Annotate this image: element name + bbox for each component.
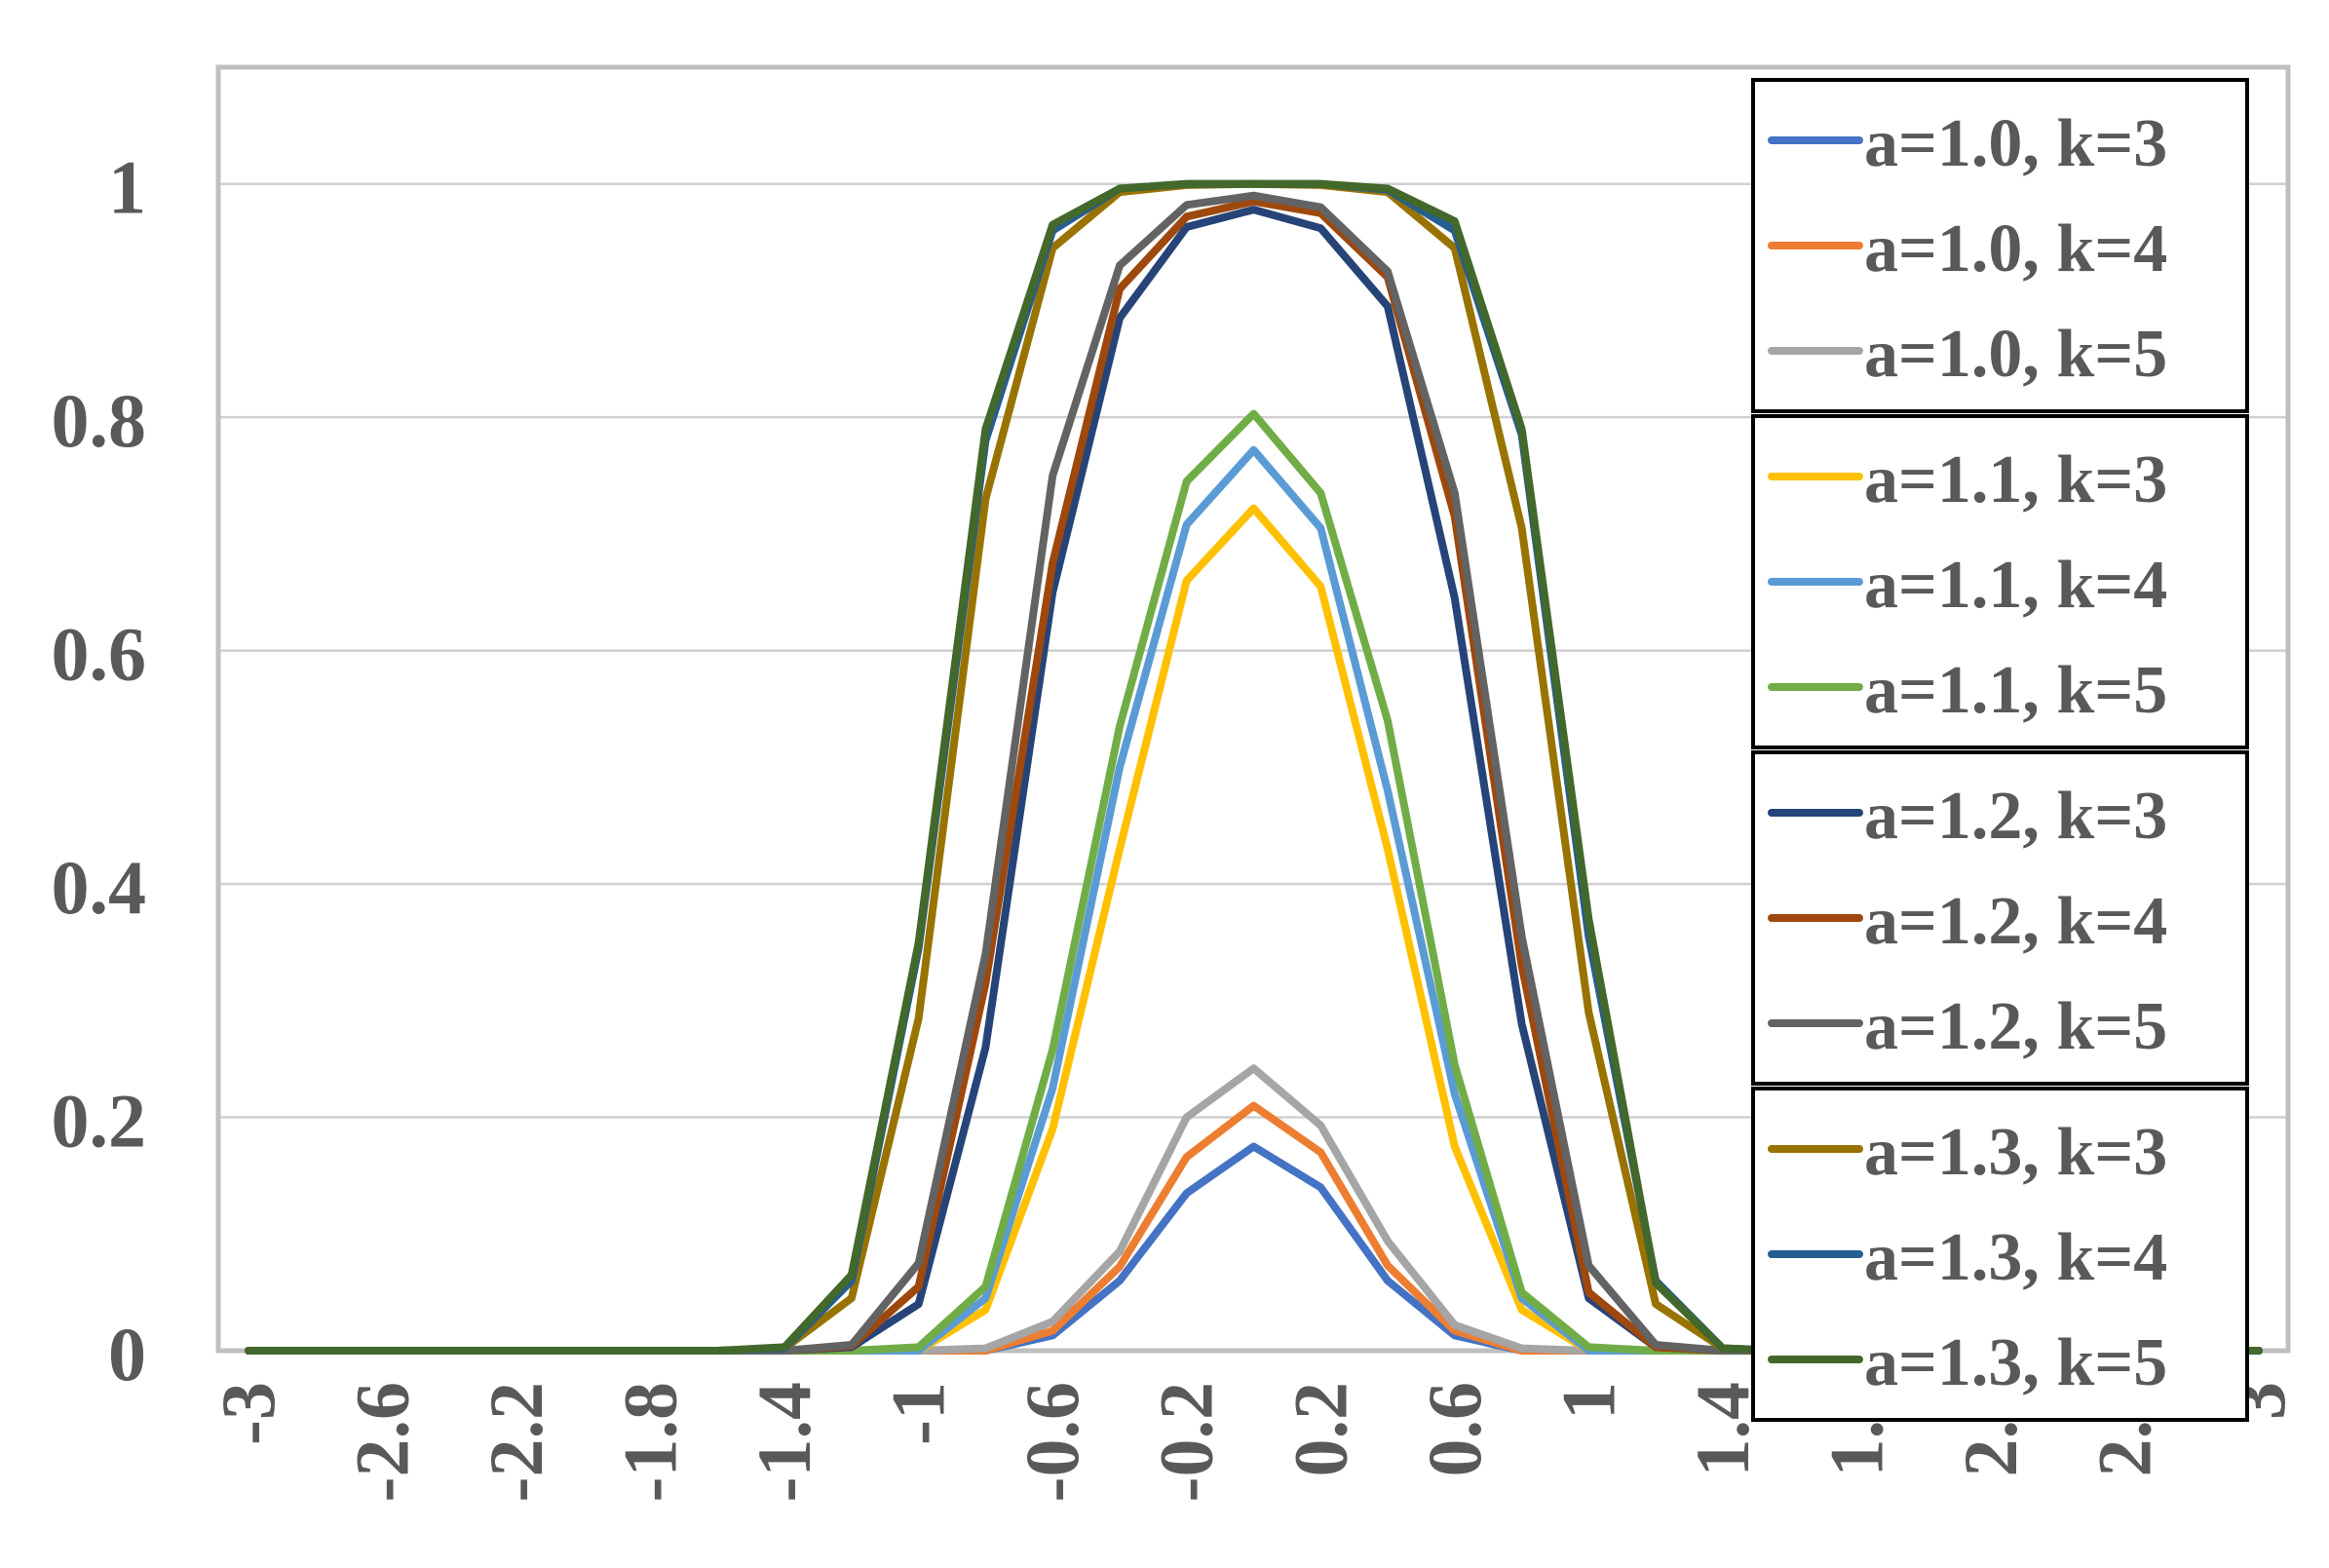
x-tick-label: -0.6 [1010,1382,1094,1502]
x-tick-label: -1.4 [742,1382,826,1502]
y-tick-label: 0 [108,1312,146,1396]
y-tick-label: 0.4 [52,845,147,930]
x-tick-label: -1.8 [608,1382,693,1502]
legend-label-5: a=1.1, k=4 [1864,548,2167,623]
x-tick-label: -2.2 [474,1382,558,1502]
legend-label-12: a=1.3, k=5 [1864,1325,2167,1400]
x-tick-label: 1 [1546,1382,1630,1420]
legend-label-6: a=1.1, k=5 [1864,653,2167,728]
legend-label-3: a=1.0, k=5 [1864,317,2167,392]
legend-label-2: a=1.0, k=4 [1864,211,2167,287]
y-tick-label: 0.2 [52,1079,147,1164]
legend: a=1.0, k=3 a=1.0, k=4 a=1.0, k=5 a=1.1, k=3… [1751,78,2249,1422]
legend-label-4: a=1.1, k=3 [1864,442,2167,517]
x-tick-label: 0.6 [1412,1382,1497,1477]
legend-label-10: a=1.3, k=3 [1864,1115,2167,1190]
legend-label-9: a=1.2, k=5 [1864,989,2167,1064]
y-tick-label: 1 [108,145,146,230]
x-tick-label: -3 [206,1382,290,1445]
legend-label-1: a=1.0, k=3 [1864,106,2167,181]
x-tick-label: -2.6 [340,1382,425,1502]
x-tick-label: 0.2 [1278,1382,1362,1477]
legend-label-11: a=1.3, k=4 [1864,1220,2167,1295]
legend-label-7: a=1.2, k=3 [1864,779,2167,854]
x-axis: -3 -2.6 -2.2 -1.8 -1.4 -1 -0.6 -0.2 0.2 0.6 1 1.4 1.… [206,1382,2301,1502]
legend-label-8: a=1.2, k=4 [1864,884,2167,959]
y-axis: 0 0.2 0.4 0.6 0.8 1 [52,145,147,1396]
x-tick-label: 1.4 [1680,1382,1765,1477]
x-tick-label: -1 [876,1382,961,1445]
y-tick-label: 0.6 [52,612,147,697]
plot-area-border [215,64,2291,1354]
x-tick-label: -0.2 [1144,1382,1229,1502]
y-tick-label: 0.8 [52,378,147,463]
